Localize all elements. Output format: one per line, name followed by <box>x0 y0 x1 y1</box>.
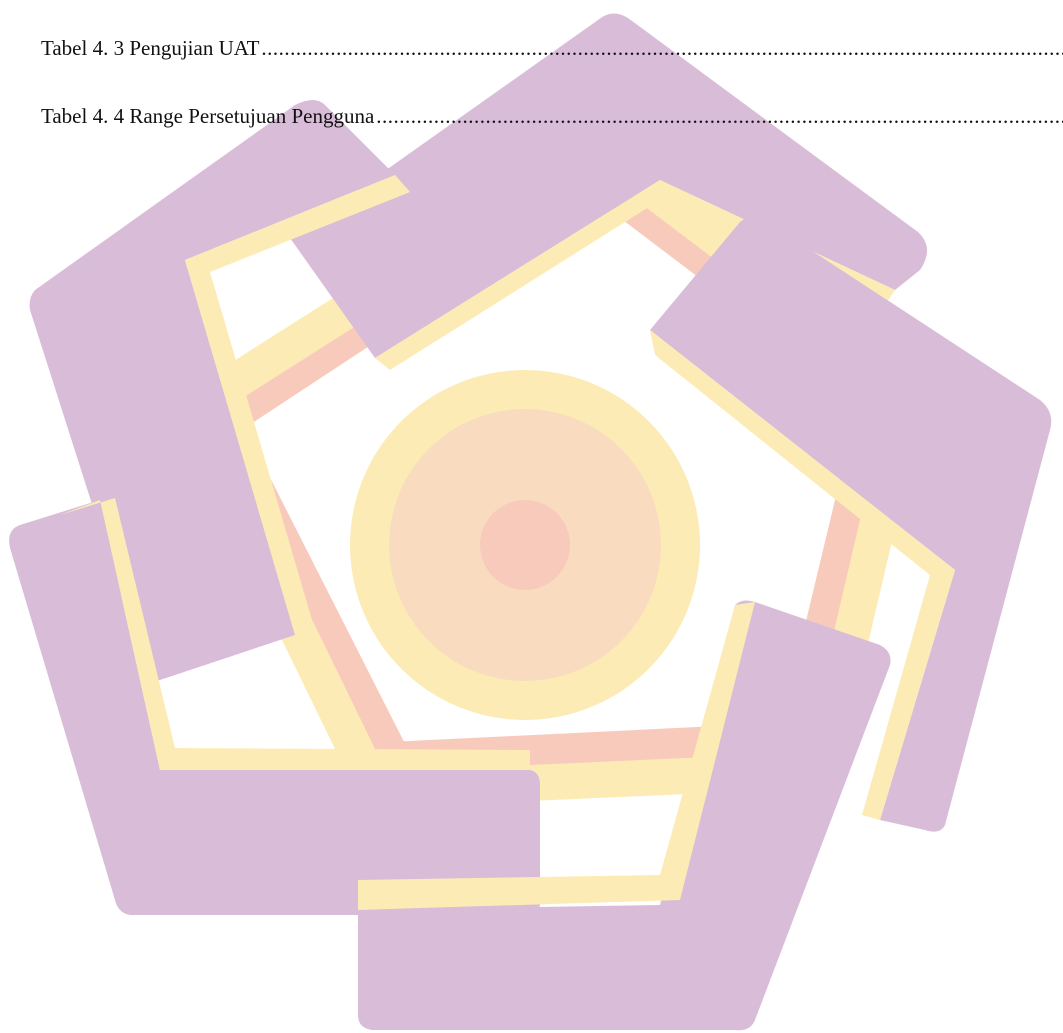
toc-entry[interactable]: Tabel 4. 3 Pengujian UAT <box>41 36 1063 61</box>
toc-entry-label: Tabel 4. 4 Range Persetujuan Pengguna <box>41 104 375 128</box>
toc-entry[interactable]: Tabel 4. 4 Range Persetujuan Pengguna <box>41 104 1063 129</box>
table-of-contents: Tabel 4. 3 Pengujian UAT Tabel 4. 4 Rang… <box>41 36 1063 172</box>
toc-entry-label: Tabel 4. 3 Pengujian UAT <box>41 36 260 60</box>
toc-dot-leader <box>261 36 1063 60</box>
toc-dot-leader <box>376 104 1063 128</box>
